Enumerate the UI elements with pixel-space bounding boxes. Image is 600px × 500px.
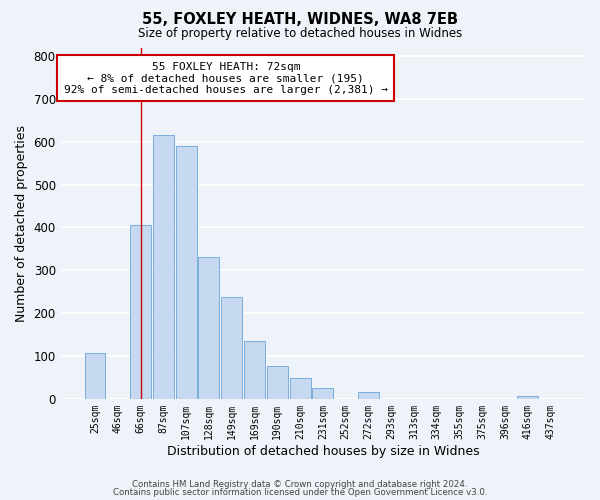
Text: Contains HM Land Registry data © Crown copyright and database right 2024.: Contains HM Land Registry data © Crown c… — [132, 480, 468, 489]
Bar — [153, 136, 174, 399]
Bar — [221, 298, 242, 399]
Bar — [130, 226, 151, 399]
Text: 55 FOXLEY HEATH: 72sqm
← 8% of detached houses are smaller (195)
92% of semi-det: 55 FOXLEY HEATH: 72sqm ← 8% of detached … — [64, 62, 388, 95]
Y-axis label: Number of detached properties: Number of detached properties — [15, 124, 28, 322]
Bar — [517, 396, 538, 399]
Bar — [358, 392, 379, 399]
Bar — [176, 146, 197, 399]
Bar — [244, 340, 265, 399]
X-axis label: Distribution of detached houses by size in Widnes: Distribution of detached houses by size … — [167, 444, 479, 458]
Bar — [290, 378, 311, 399]
Text: 55, FOXLEY HEATH, WIDNES, WA8 7EB: 55, FOXLEY HEATH, WIDNES, WA8 7EB — [142, 12, 458, 28]
Bar — [313, 388, 334, 399]
Bar — [199, 256, 220, 399]
Bar — [85, 354, 106, 399]
Text: Size of property relative to detached houses in Widnes: Size of property relative to detached ho… — [138, 28, 462, 40]
Bar — [267, 366, 288, 399]
Text: Contains public sector information licensed under the Open Government Licence v3: Contains public sector information licen… — [113, 488, 487, 497]
